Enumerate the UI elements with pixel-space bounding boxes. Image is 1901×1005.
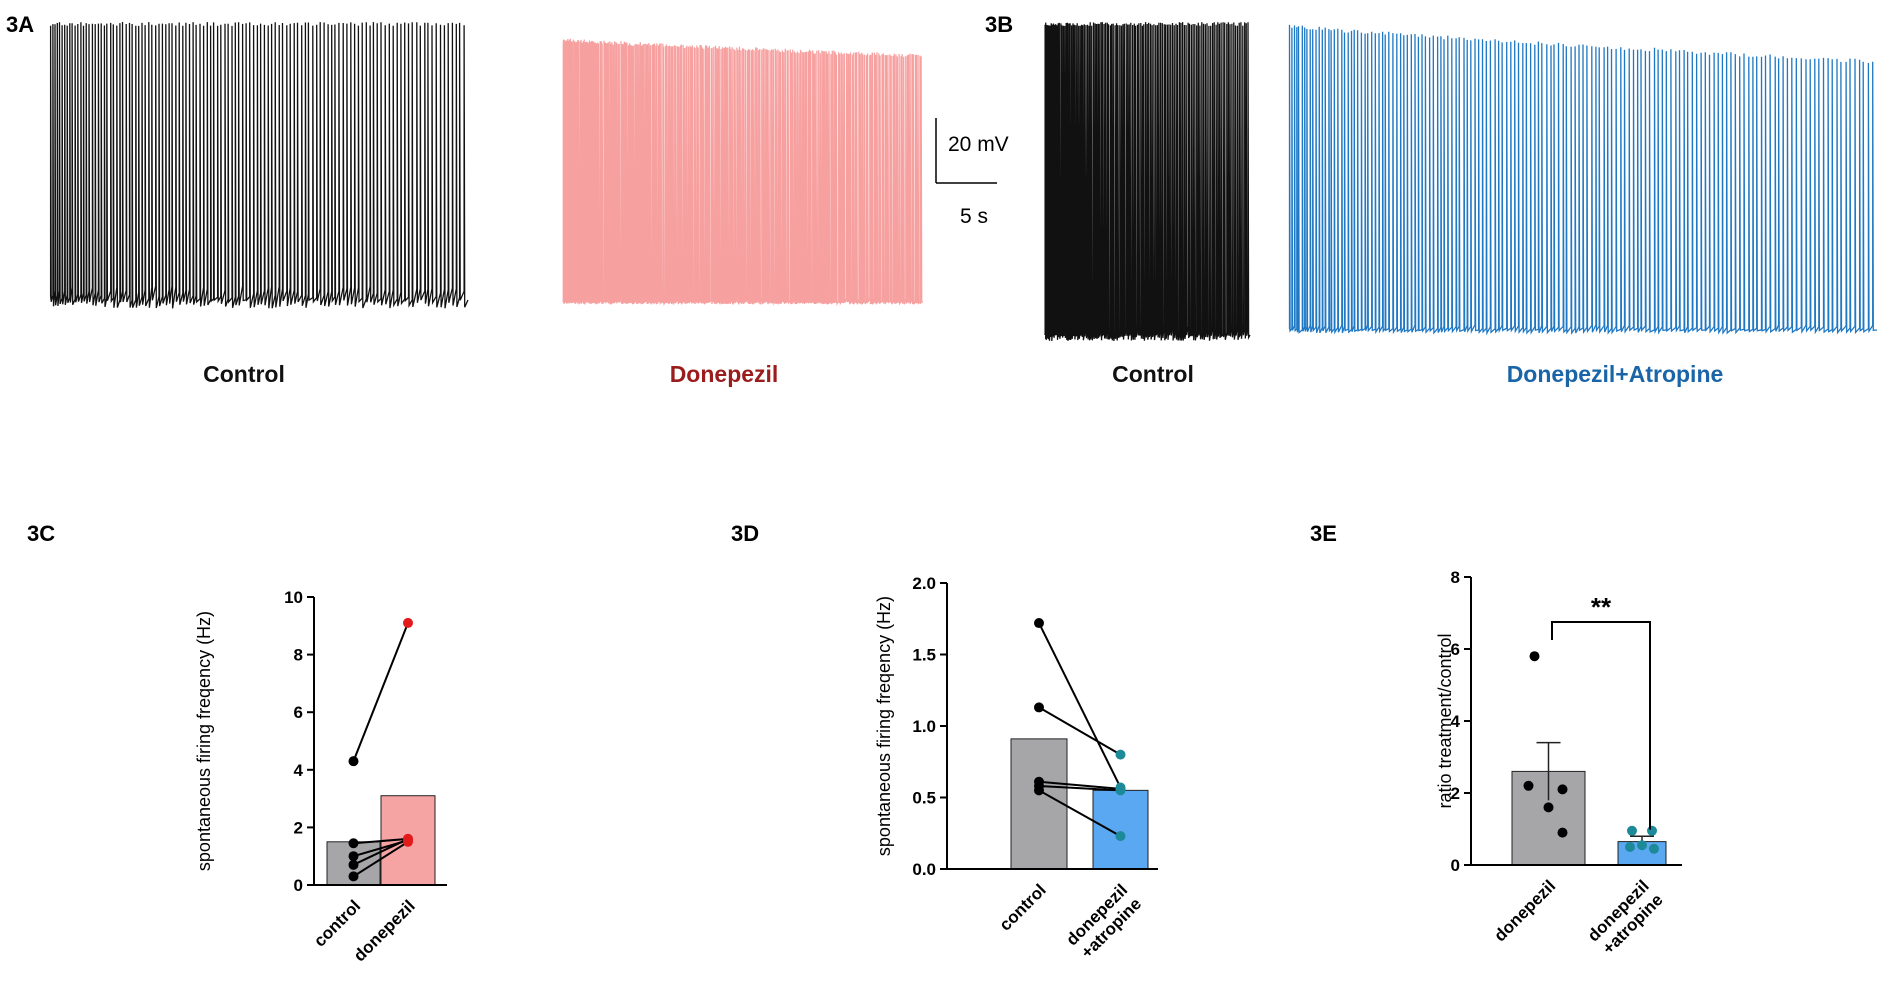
significance-label: ** [1591,592,1612,622]
pair-line [1038,785,1121,792]
data-point [1557,784,1568,795]
y-tick-label: 2 [294,818,303,837]
data-point [348,838,359,849]
data-point [1523,780,1534,791]
data-point [1034,785,1044,796]
y-tick-label: 0 [294,876,303,895]
trace [1044,22,1251,342]
pair-line [1038,706,1122,756]
data-point [348,851,359,862]
y-tick-label: 8 [294,646,303,665]
pair-line [1038,780,1121,790]
pair-line [352,840,409,878]
data-point [1557,827,1568,838]
y-tick-label: 6 [294,703,303,722]
pair-line [1038,622,1122,788]
condition-label: Donepezil+Atropine [1507,361,1724,387]
data-point [348,871,359,882]
y-tick-label: 0 [1451,856,1460,875]
y-tick-label: 0.0 [912,860,936,879]
data-point [1529,651,1540,662]
panel-label: 3B [985,12,1013,37]
data-point [403,836,413,847]
data-point [1034,618,1044,629]
panel-label: 3E [1310,521,1337,546]
error-bar [1536,741,1561,801]
data-point [1649,843,1659,854]
panel-label: 3A [6,12,34,37]
pair-line [353,838,409,866]
x-tick-label: donepezil+atropine [1584,876,1667,959]
condition-label: Donepezil [670,361,779,387]
scale-bar-x-label: 5 s [960,205,988,228]
data-point [403,617,413,628]
y-axis-label: spontaneous firing freqency (Hz) [194,611,214,871]
pair-line [1038,789,1121,837]
data-point [1034,702,1044,713]
panel-label: 3C [27,521,55,546]
y-axis-label: ratio treatment/control [1435,633,1455,808]
data-point [1543,802,1554,813]
bar [1010,738,1068,870]
y-tick-label: 1.0 [912,717,936,736]
y-tick-label: 2 [1451,784,1460,803]
x-tick-label: donepezil [1490,876,1559,945]
pair-line [353,837,409,845]
data-point [1115,749,1126,760]
data-point [1647,825,1657,836]
trace [562,38,923,307]
significance-bracket [1551,621,1651,830]
trace [1288,24,1878,336]
data-point [1115,831,1126,842]
panel-label: 3D [731,521,759,546]
pair-line [352,622,409,762]
bar [1092,789,1149,870]
x-tick-label: control [996,880,1050,934]
y-tick-label: 6 [1451,640,1460,659]
trace [49,21,469,309]
y-tick-label: 4 [1451,712,1461,731]
data-point [1637,840,1647,851]
condition-label: Control [203,361,285,387]
data-point [1627,825,1637,836]
y-tick-label: 4 [294,761,304,780]
y-tick-label: 1.5 [912,646,936,665]
y-tick-label: 2.0 [912,574,936,593]
scale-bar-y-label: 20 mV [948,133,1009,156]
y-tick-label: 10 [284,588,303,607]
condition-label: Control [1112,361,1194,387]
data-point [348,859,359,870]
scale-bar [935,118,997,184]
data-point [348,756,359,767]
y-tick-label: 8 [1451,568,1460,587]
data-point [1115,785,1126,796]
x-tick-label: control [310,896,364,950]
x-tick-label: donepezil+atropine [1062,880,1145,963]
y-tick-label: 0.5 [912,789,936,808]
y-axis-label: spontaneous firing freqency (Hz) [874,596,894,856]
data-point [1625,842,1635,852]
